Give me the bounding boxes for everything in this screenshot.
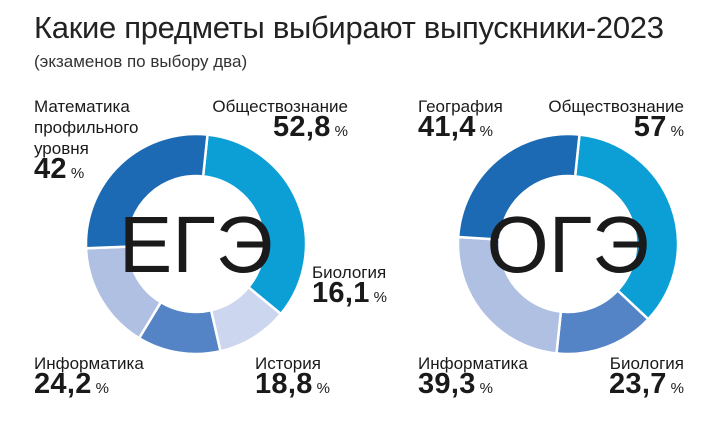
oge-slice-0	[573, 133, 680, 321]
oge-geo-value: 41,4%	[418, 111, 493, 143]
ege-bio-value: 16,1%	[312, 277, 387, 309]
ege-slice-4	[84, 132, 209, 250]
oge-bio-value: 23,7%	[609, 368, 684, 400]
ege-label-math: Математика профильного уровня 42%	[34, 96, 139, 184]
ege-label-history: История 18,8%	[255, 353, 330, 399]
ege-math-name-2: профильного	[34, 118, 139, 137]
oge-label-social: Обществознание 57%	[548, 96, 684, 142]
ege-history-name: История	[255, 354, 321, 373]
oge-bio-name: Биология	[609, 354, 684, 373]
ege-label-social: Обществознание 52,8%	[212, 96, 348, 142]
oge-center-label: ОГЭ	[486, 200, 649, 289]
ege-math-name-3: уровня	[34, 139, 89, 158]
ege-it-value: 24,2%	[34, 368, 109, 400]
chart-subtitle: (экзаменов по выбору два)	[34, 52, 248, 71]
ege-center-label: ЕГЭ	[119, 200, 273, 289]
oge-label-it: Информатика 39,3%	[418, 353, 528, 399]
chart-title: Какие предметы выбирают выпускники-2023	[34, 10, 664, 45]
ege-social-name: Обществознание	[212, 97, 348, 116]
ege-it-name: Информатика	[34, 354, 144, 373]
ege-math-name-1: Математика	[34, 97, 130, 116]
oge-geo-name: География	[418, 97, 503, 116]
ege-social-value: 52,8%	[273, 111, 348, 143]
ege-math-value: 42%	[34, 153, 85, 185]
oge-slice-3	[456, 132, 581, 241]
ege-label-bio: Биология 16,1%	[312, 262, 387, 308]
oge-it-value: 39,3%	[418, 368, 493, 400]
oge-label-bio: Биология 23,7%	[609, 353, 684, 399]
ege-history-value: 18,8%	[255, 368, 330, 400]
oge-social-name: Обществознание	[548, 97, 684, 116]
ege-label-it: Информатика 24,2%	[34, 353, 144, 399]
ege-bio-name: Биология	[312, 263, 387, 282]
oge-social-value: 57%	[633, 111, 684, 143]
oge-label-geo: География 41,4%	[418, 96, 503, 142]
ege-slice-0	[201, 133, 308, 316]
oge-it-name: Информатика	[418, 354, 528, 373]
